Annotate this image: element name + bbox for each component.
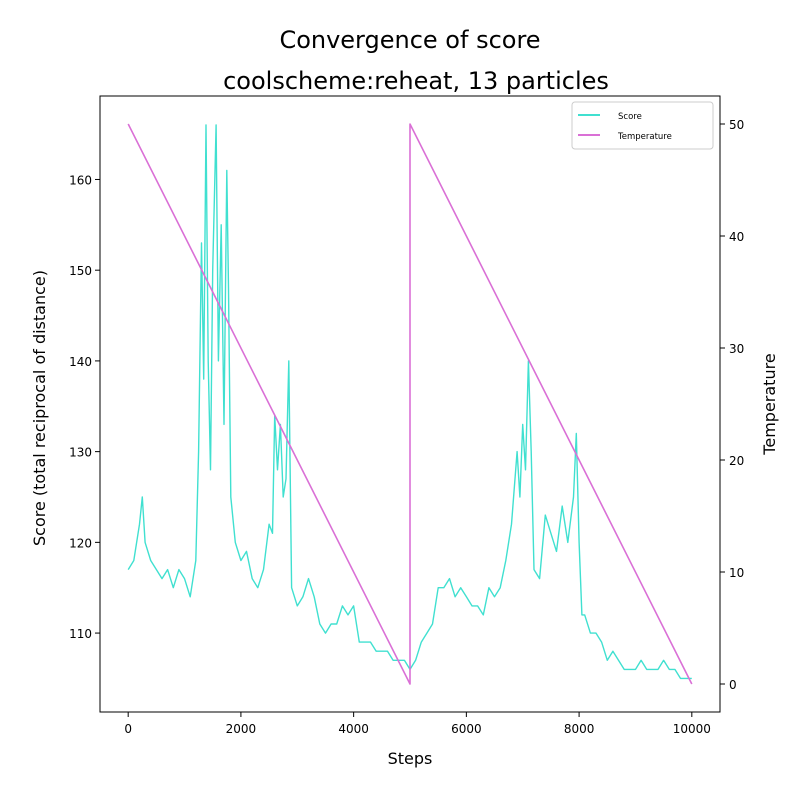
x-axis: 0 2000 4000 6000 8000 10000 xyxy=(124,712,711,736)
legend-box xyxy=(571,101,714,150)
y-tick-label: 120 xyxy=(69,536,92,550)
x-tick-label: 4000 xyxy=(338,722,369,736)
x-tick-label: 6000 xyxy=(451,722,482,736)
chart-title-line1: Convergence of score xyxy=(279,26,540,54)
plot-frame xyxy=(99,95,721,713)
chart-title-line2: coolscheme:reheat, 13 particles xyxy=(223,67,609,95)
y2-tick-label: 20 xyxy=(729,454,744,468)
series-line-temperature xyxy=(127,123,693,685)
series-line-score xyxy=(127,124,692,680)
y-tick-label: 110 xyxy=(69,627,92,641)
x-tick-label: 8000 xyxy=(564,722,595,736)
legend: Score Temperature xyxy=(571,101,714,150)
y-tick-label: 150 xyxy=(69,264,92,278)
x-tick-label: 0 xyxy=(124,722,132,736)
x-tick-label: 2000 xyxy=(226,722,257,736)
series-layer xyxy=(127,123,693,685)
y-tick-label: 160 xyxy=(69,173,92,187)
y2-axis-label: Temperature xyxy=(760,353,779,455)
y2-tick-label: 40 xyxy=(729,230,744,244)
y-tick-label: 140 xyxy=(69,355,92,369)
y-axis-left: 110 120 130 140 150 160 xyxy=(69,173,100,641)
y-axis-right: 0 10 20 30 40 50 xyxy=(720,118,744,692)
legend-label-temperature: Temperature xyxy=(617,132,672,142)
y2-tick-label: 10 xyxy=(729,566,744,580)
x-tick-label: 10000 xyxy=(673,722,711,736)
y2-tick-label: 30 xyxy=(729,342,744,356)
x-axis-label: Steps xyxy=(388,749,433,768)
y-tick-label: 130 xyxy=(69,446,92,460)
y2-tick-label: 50 xyxy=(729,118,744,132)
y-axis-label: Score (total reciprocal of distance) xyxy=(30,270,49,546)
y2-tick-label: 0 xyxy=(729,678,737,692)
legend-label-score: Score xyxy=(618,112,642,122)
